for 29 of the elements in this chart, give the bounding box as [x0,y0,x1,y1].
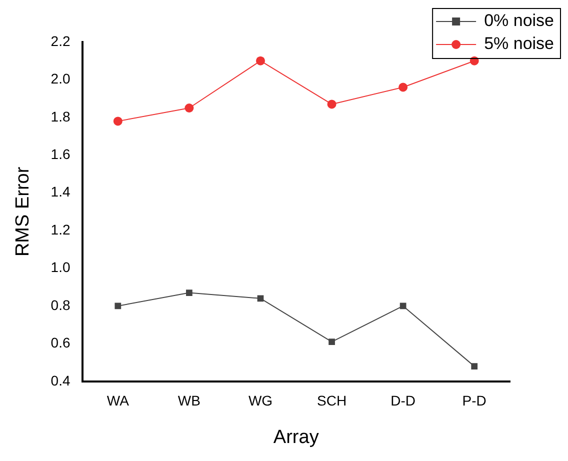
x-axis-title: Array [273,426,320,448]
y-tick-label: 1.4 [50,184,70,200]
x-tick-label: P-D [462,392,486,409]
point [328,338,335,345]
legend-label: 0% noise [484,11,554,30]
y-tick-label: 1.0 [50,259,70,276]
point [256,56,265,66]
y-tick-label: 0.4 [50,372,70,388]
point [113,116,122,126]
y-tick-label: 2.0 [50,70,70,87]
y-tick-label: 1.2 [50,221,70,238]
y-tick-label: 2.2 [50,32,70,49]
point [186,290,192,296]
y-tick-label: 0.8 [50,296,70,313]
y-axis-title: RMS Error [12,166,34,257]
legend-label: 5% noise [484,34,554,54]
point [327,100,336,109]
point [184,103,194,112]
x-tick-label: D-D [390,392,416,409]
y-tick-label: 0.6 [50,334,70,351]
y-tick-label: 1.8 [50,108,70,124]
point [398,82,408,92]
point [471,363,478,370]
y-tick-label: 1.6 [50,146,70,162]
x-tick-label: WA [106,392,130,409]
point [114,302,122,310]
x-tick-label: WG [248,392,273,409]
x-tick-label: WB [178,392,200,409]
x-tick-label: SCH [316,392,347,409]
